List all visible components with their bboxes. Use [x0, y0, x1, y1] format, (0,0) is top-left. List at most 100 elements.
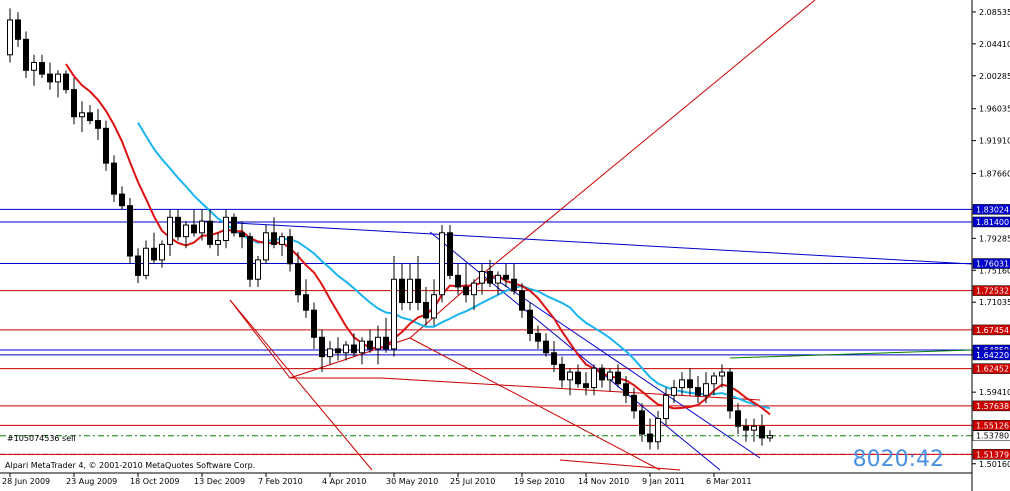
candle-up — [607, 371, 613, 381]
candle-up — [567, 371, 573, 381]
candle-down — [631, 394, 637, 412]
price-tag-box — [972, 449, 1010, 460]
y-tick-label: 1.75160 — [979, 266, 1010, 275]
order-label: #105074536 sell — [7, 434, 76, 443]
candle-down — [319, 336, 325, 358]
candle-down — [231, 216, 237, 234]
price-tags: 1.830241.814001.760311.725321.674541.648… — [972, 204, 1010, 460]
candle-up — [711, 375, 717, 385]
x-tick-label: 14 Nov 2010 — [578, 477, 629, 486]
candle-up — [471, 282, 477, 296]
candle-down — [455, 274, 461, 288]
candle-up — [55, 73, 61, 83]
candle-down — [95, 120, 101, 129]
y-tick-label: 1.71035 — [979, 298, 1010, 307]
candle-up — [703, 383, 709, 396]
candle-down — [39, 62, 45, 75]
candle-down — [447, 232, 453, 276]
price-tag-box — [972, 216, 1010, 228]
candle-up — [223, 216, 229, 242]
trend-line — [729, 349, 973, 359]
candle-down — [367, 340, 373, 350]
candle-down — [103, 127, 109, 164]
price-tag-label: 1.64220 — [976, 351, 1009, 360]
x-tick-label: 30 May 2010 — [386, 477, 438, 486]
x-tick-label: 23 Aug 2009 — [66, 477, 117, 486]
x-tick-label: 28 Jun 2009 — [2, 477, 50, 486]
trend-line — [229, 0, 816, 379]
candle-up — [671, 387, 677, 396]
y-tick-label: 1.96035 — [979, 105, 1010, 114]
candle-down — [247, 236, 253, 280]
price-tag-label: 1.57638 — [976, 402, 1009, 411]
candle-down — [383, 336, 389, 350]
candle-down — [599, 367, 605, 381]
price-tag-label: 1.53780 — [976, 432, 1009, 441]
candle-down — [207, 220, 213, 245]
price-tag-box — [972, 400, 1010, 412]
candle-down — [191, 224, 197, 234]
copyright-label: Alpari MetaTrader 4, © 2001-2010 MetaQuo… — [5, 461, 255, 470]
candle-down — [615, 371, 621, 385]
candle-down — [47, 73, 53, 83]
candle-down — [87, 112, 93, 122]
candle-down — [503, 274, 509, 280]
price-tag-box — [972, 349, 1010, 361]
candle-up — [7, 19, 13, 56]
candle-up — [407, 278, 413, 303]
y-tick-label: 2.04410 — [979, 40, 1010, 49]
candle-down — [551, 352, 557, 365]
candle-up — [439, 232, 445, 296]
candle-up — [143, 247, 149, 276]
candle-down — [623, 383, 629, 396]
candle-down — [311, 309, 317, 338]
y-tick-label: 1.50160 — [979, 460, 1010, 469]
candle-down — [687, 379, 693, 389]
candle-up — [751, 425, 757, 431]
candle-down — [487, 270, 493, 284]
candle-down — [527, 309, 533, 334]
trend-line — [409, 337, 661, 471]
x-tick-label: 25 Jul 2010 — [450, 477, 495, 486]
candle-up — [375, 336, 381, 350]
candle-up — [767, 435, 773, 439]
candles — [7, 8, 773, 450]
candle-down — [127, 205, 133, 257]
candle-up — [431, 294, 437, 319]
candle-down — [135, 255, 141, 276]
candle-down — [735, 410, 741, 427]
trend-line — [199, 220, 973, 265]
candle-up — [655, 418, 661, 443]
candle-up — [359, 340, 365, 354]
trend-line — [290, 377, 761, 401]
candle-up — [679, 379, 685, 389]
price-tag-box — [972, 324, 1010, 336]
candle-down — [71, 89, 77, 118]
candle-up — [327, 348, 333, 358]
trend-line — [229, 299, 373, 471]
x-tick-label: 4 Apr 2010 — [322, 477, 366, 486]
y-tick-label: 1.79285 — [979, 234, 1010, 243]
price-tag-label: 1.51379 — [976, 450, 1009, 459]
candle-down — [287, 236, 293, 265]
candle-up — [31, 62, 37, 71]
candle-down — [695, 387, 701, 396]
price-tag-box — [972, 363, 1010, 374]
x-tick-label: 19 Sep 2010 — [514, 477, 565, 486]
candle-down — [335, 348, 341, 354]
x-tick-label: 9 Jan 2011 — [642, 477, 685, 486]
candle-down — [111, 162, 117, 195]
candle-down — [511, 278, 517, 292]
candle-up — [263, 232, 269, 261]
price-tag-box — [972, 430, 1010, 441]
candle-down — [535, 332, 541, 342]
x-tick-label: 7 Feb 2010 — [258, 477, 303, 486]
candle-down — [575, 371, 581, 385]
candle-down — [63, 73, 69, 91]
candle-up — [215, 240, 221, 245]
y-tick-label: 1.91910 — [979, 137, 1010, 146]
candle-up — [591, 367, 597, 389]
candle-down — [175, 216, 181, 238]
